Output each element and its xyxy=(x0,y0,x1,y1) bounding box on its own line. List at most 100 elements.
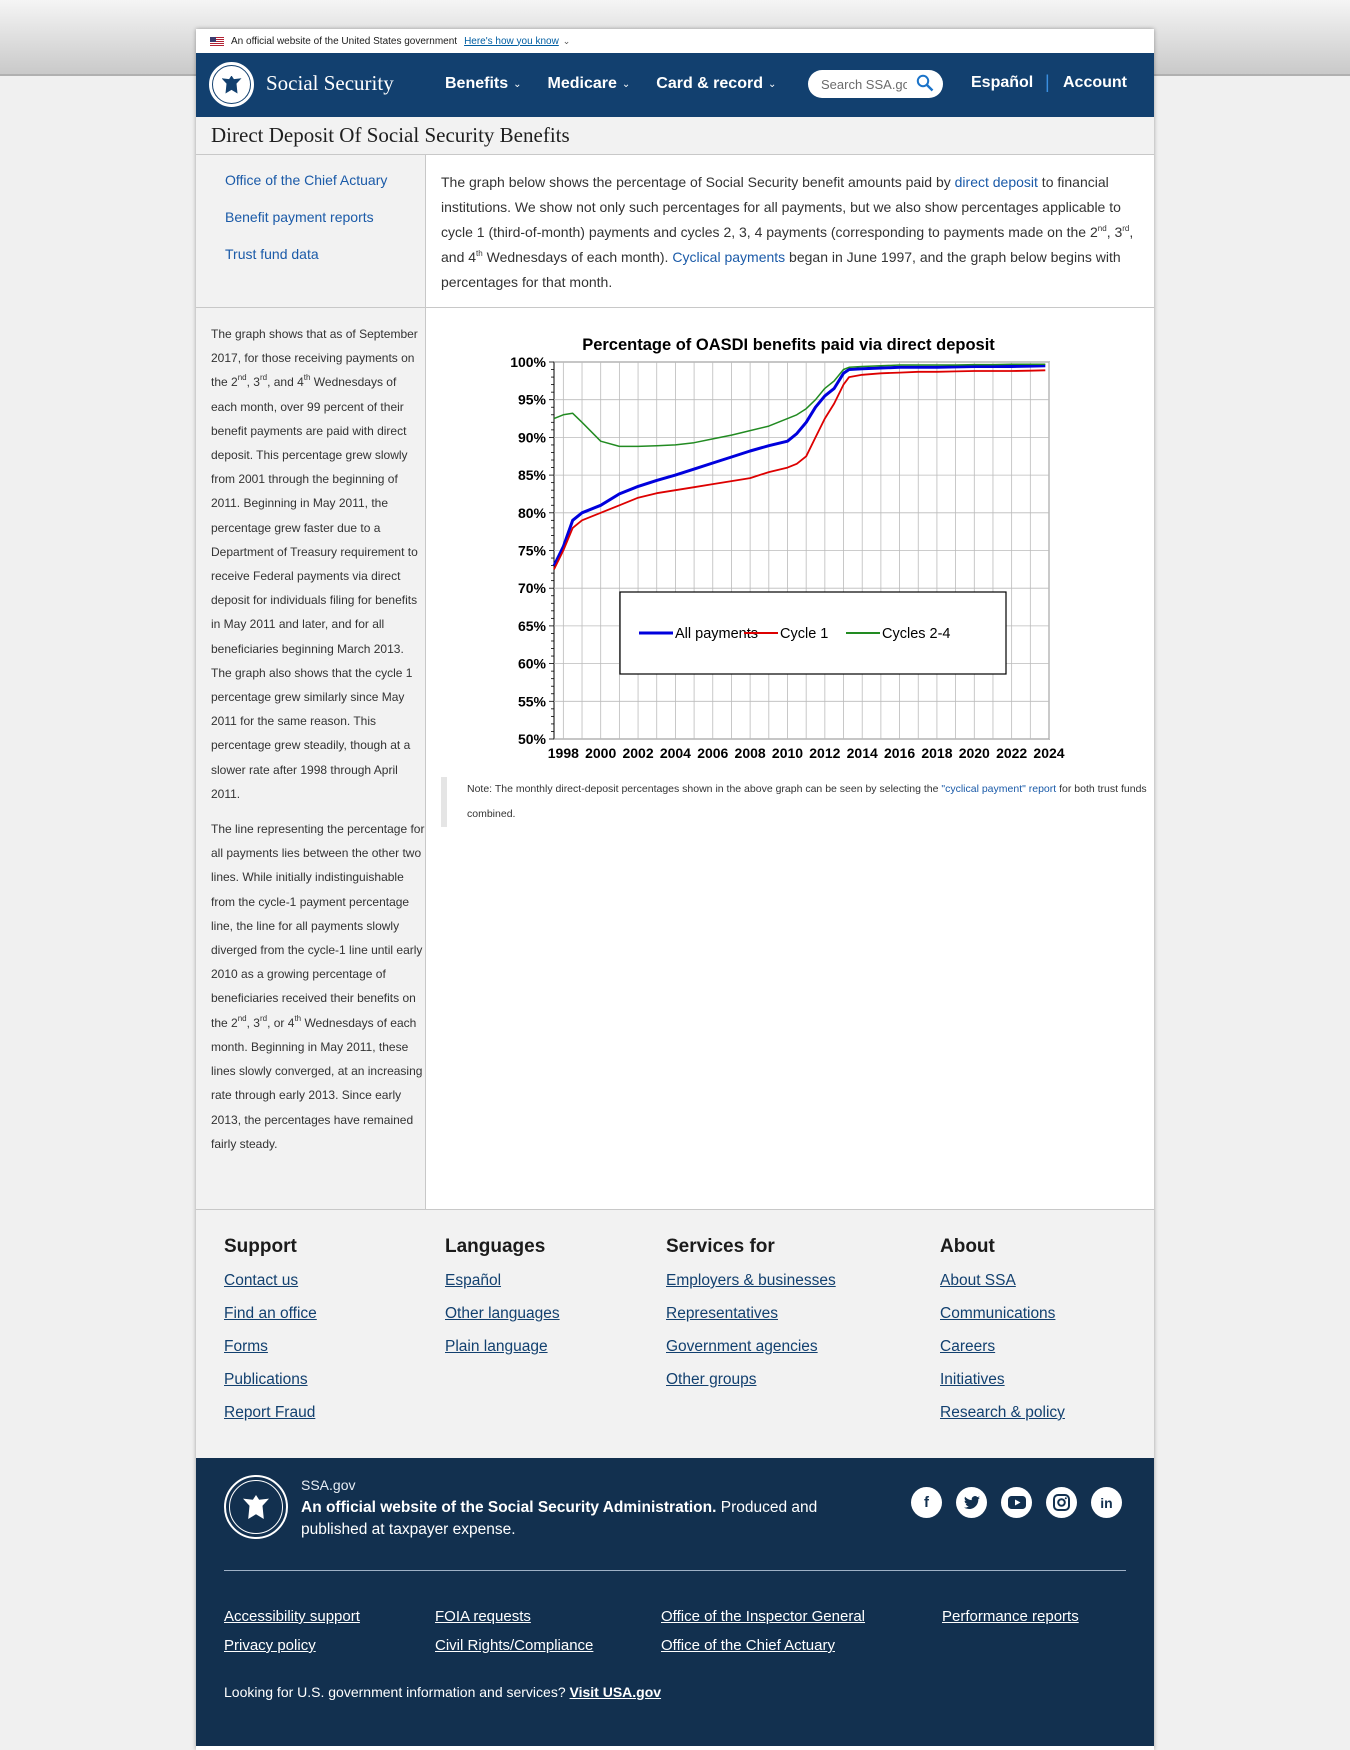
ssa-seal-logo[interactable] xyxy=(209,62,254,107)
footer-link[interactable]: Contact us xyxy=(224,1272,299,1289)
cyclical-payments-link[interactable]: Cyclical payments xyxy=(672,249,786,265)
footer-link[interactable]: Plain language xyxy=(445,1338,548,1355)
legend-box xyxy=(619,591,1007,675)
footer-link[interactable]: Other languages xyxy=(445,1305,560,1322)
x-tick-label: 2002 xyxy=(622,745,653,761)
x-tick-label: 2022 xyxy=(996,745,1027,761)
intro-text: The graph below shows the percentage of … xyxy=(441,174,1134,290)
footer-bottom-link[interactable]: Civil Rights/Compliance xyxy=(435,1637,594,1654)
nav-benefits[interactable]: Benefits ⌄ xyxy=(445,75,522,92)
footer-bottom-link[interactable]: Accessibility support xyxy=(224,1608,360,1625)
nav-card-record[interactable]: Card & record ⌄ xyxy=(656,75,777,92)
chevron-down-icon: ⌄ xyxy=(767,78,777,90)
visit-usa-gov-link[interactable]: Visit USA.gov xyxy=(569,1684,662,1700)
footer-link[interactable]: Initiatives xyxy=(940,1371,1005,1388)
legend-label: All payments xyxy=(675,626,758,642)
search-icon[interactable] xyxy=(916,74,934,92)
usa-gov-text: Looking for U.S. government information … xyxy=(224,1684,662,1700)
y-tick-label: 80% xyxy=(518,505,547,521)
x-tick-label: 2020 xyxy=(959,745,990,761)
gov-banner-text: An official website of the United States… xyxy=(231,35,458,47)
instagram-icon[interactable] xyxy=(1046,1487,1077,1518)
footer-heading: Languages xyxy=(445,1236,546,1257)
facebook-icon[interactable]: f xyxy=(911,1487,942,1518)
youtube-icon[interactable] xyxy=(1001,1487,1032,1518)
sidebar-paragraph-2: The line representing the percentage for… xyxy=(211,822,425,1151)
footer-bottom-link[interactable]: FOIA requests xyxy=(435,1608,531,1625)
social-links: f in xyxy=(911,1487,1122,1518)
left-nav-benefit-payment-reports[interactable]: Benefit payment reports xyxy=(225,209,374,225)
y-tick-label: 65% xyxy=(518,618,547,634)
footer-link[interactable]: Report Fraud xyxy=(224,1404,316,1421)
footer-heading: Support xyxy=(224,1236,297,1257)
search-placeholder[interactable]: Search SSA.gov xyxy=(821,76,907,92)
footer-link[interactable]: Publications xyxy=(224,1371,308,1388)
page-container: An official website of the United States… xyxy=(196,29,1154,1750)
footer-col-support: Support Contact us Find an office Forms … xyxy=(224,1236,317,1436)
footer-links: Support Contact us Find an office Forms … xyxy=(196,1210,1154,1458)
footer-link[interactable]: Government agencies xyxy=(666,1338,818,1355)
chart-container: 100% 95% 90% 85% 80% 75% 70% 65% 60% 55% 50% 1998 20… xyxy=(492,330,1082,768)
direct-deposit-chart: 100% 95% 90% 85% 80% 75% 70% 65% 60% 55% 50%1998 20… xyxy=(510,336,1065,761)
site-header: Social Security Benefits ⌄ Medicare ⌄ Card… xyxy=(196,53,1154,117)
footer-bottom-link[interactable]: Office of the Inspector General xyxy=(661,1608,866,1625)
footer-link[interactable]: Communications xyxy=(940,1305,1056,1322)
footer-site-name: SSA.gov xyxy=(301,1477,356,1493)
how-you-know-link[interactable]: Here's how you know xyxy=(464,35,559,47)
x-tick-label: 2016 xyxy=(884,745,915,761)
chevron-down-icon: ⌄ xyxy=(513,78,522,90)
chart-panel: 100% 95% 90% 85% 80% 75% 70% 65% 60% 55% 50% 1998 20… xyxy=(426,308,1154,1209)
direct-deposit-link[interactable]: direct deposit xyxy=(954,174,1038,190)
legend-label: Cycle 1 xyxy=(780,626,828,642)
title-bar: Direct Deposit Of Social Security Benefi… xyxy=(196,117,1154,155)
linkedin-icon[interactable]: in xyxy=(1091,1487,1122,1518)
left-nav-trust-fund-data[interactable]: Trust fund data xyxy=(225,246,319,262)
y-tick-label: 60% xyxy=(518,656,547,672)
footer-link[interactable]: Español xyxy=(445,1272,502,1289)
x-tick-label: 2000 xyxy=(585,745,616,761)
nav-medicare[interactable]: Medicare ⌄ xyxy=(547,75,631,92)
x-tick-label: 2018 xyxy=(921,745,952,761)
chart-title: Percentage of OASDI benefits paid via di… xyxy=(582,336,995,354)
ssa-seal-footer-logo xyxy=(224,1475,288,1539)
footer-link[interactable]: Find an office xyxy=(224,1305,317,1322)
x-tick-label: 2010 xyxy=(772,745,803,761)
footer-link[interactable]: Employers & businesses xyxy=(666,1272,836,1289)
left-nav: Office of the Chief Actuary Benefit paym… xyxy=(196,155,426,307)
left-nav-chief-actuary[interactable]: Office of the Chief Actuary xyxy=(225,172,388,188)
account-link[interactable]: Account xyxy=(1063,74,1127,91)
footer-heading: Services for xyxy=(666,1236,775,1257)
footer-link[interactable]: About SSA xyxy=(940,1272,1016,1289)
y-tick-label: 70% xyxy=(518,580,547,596)
series-line-cycle-1 xyxy=(553,369,1046,570)
footer-link[interactable]: Representatives xyxy=(666,1305,779,1322)
footer-bottom-link[interactable]: Privacy policy xyxy=(224,1637,316,1654)
chevron-down-icon[interactable]: ⌄ xyxy=(562,35,571,46)
sidebar-explanation: The graph shows that as of September 201… xyxy=(196,308,426,1209)
footer-divider xyxy=(224,1570,1126,1571)
footer-col-languages: Languages Español Other languages Plain … xyxy=(445,1236,560,1370)
y-tick-label: 90% xyxy=(518,429,547,445)
cyclical-payment-report-link[interactable]: "cyclical payment" report xyxy=(941,783,1057,795)
brand-name[interactable]: Social Security xyxy=(266,71,394,95)
nav-separator: | xyxy=(1045,72,1050,92)
y-tick-label: 55% xyxy=(518,693,547,709)
x-tick-label: 2006 xyxy=(697,745,728,761)
legend-label: Cycles 2-4 xyxy=(882,626,951,642)
chevron-down-icon: ⌄ xyxy=(621,78,631,90)
footer-link[interactable]: Forms xyxy=(224,1338,268,1355)
footer-link[interactable]: Research & policy xyxy=(940,1404,1065,1421)
chart-note: Note: The monthly direct-deposit percent… xyxy=(441,777,1151,827)
x-tick-label: 1998 xyxy=(548,745,579,761)
search-input[interactable]: Search SSA.gov xyxy=(808,70,943,98)
footer-link[interactable]: Other groups xyxy=(666,1371,757,1388)
footer-bottom-link[interactable]: Performance reports xyxy=(942,1608,1079,1625)
footer-bottom-link[interactable]: Office of the Chief Actuary xyxy=(661,1637,835,1654)
twitter-icon[interactable] xyxy=(956,1487,987,1518)
us-flag-icon xyxy=(210,36,224,46)
chart-row: The graph shows that as of September 201… xyxy=(196,308,1154,1210)
x-tick-label: 2012 xyxy=(809,745,840,761)
footer-link[interactable]: Careers xyxy=(940,1338,996,1355)
main-nav: Benefits ⌄ Medicare ⌄ Card & record ⌄ xyxy=(445,75,776,93)
espanol-link[interactable]: Español xyxy=(971,74,1034,91)
